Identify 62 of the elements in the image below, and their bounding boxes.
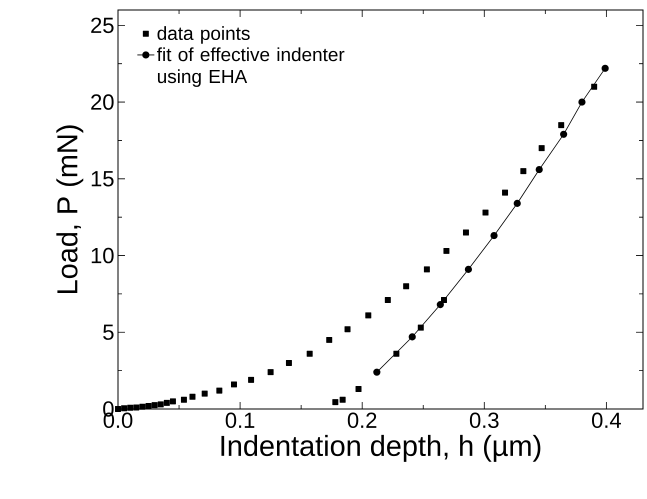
point bbox=[180, 396, 187, 403]
point bbox=[202, 390, 208, 397]
point bbox=[520, 168, 526, 174]
point bbox=[558, 122, 564, 128]
point bbox=[332, 399, 338, 406]
point bbox=[436, 301, 444, 308]
point bbox=[536, 166, 543, 174]
point bbox=[462, 230, 469, 236]
point bbox=[373, 368, 380, 376]
point bbox=[403, 283, 410, 290]
point bbox=[306, 350, 313, 357]
y-tick-label: 20 bbox=[91, 94, 114, 110]
point bbox=[393, 350, 400, 357]
point bbox=[158, 401, 164, 408]
point bbox=[248, 376, 254, 383]
point bbox=[121, 405, 128, 412]
point bbox=[408, 333, 416, 340]
point bbox=[170, 398, 176, 404]
point bbox=[538, 145, 545, 152]
y-tick-label: 5 bbox=[103, 324, 114, 340]
legend-label: data points bbox=[158, 26, 250, 44]
point bbox=[146, 402, 152, 409]
point bbox=[424, 266, 430, 272]
point bbox=[578, 98, 586, 106]
point bbox=[164, 400, 170, 406]
point bbox=[356, 386, 362, 392]
x-tick-label: 0.1 bbox=[226, 412, 254, 428]
point bbox=[189, 394, 196, 400]
point bbox=[418, 324, 424, 331]
x-axis-title: Indentation depth, h (µm) bbox=[221, 434, 540, 462]
point bbox=[216, 388, 222, 394]
point bbox=[464, 266, 472, 273]
point bbox=[560, 130, 568, 138]
point bbox=[591, 84, 598, 90]
y-axis-title: Load, P (mN) bbox=[56, 125, 84, 294]
point bbox=[514, 200, 521, 207]
point bbox=[115, 406, 121, 412]
point bbox=[340, 396, 346, 403]
point bbox=[152, 402, 158, 408]
point bbox=[326, 336, 332, 343]
x-tick-label: 0.3 bbox=[470, 412, 499, 428]
y-tick-label: 25 bbox=[91, 18, 114, 34]
point bbox=[286, 360, 292, 366]
point bbox=[441, 297, 447, 304]
legend-label: fit of effective indenter using EHA bbox=[157, 47, 344, 87]
y-tick-label: 10 bbox=[92, 248, 114, 264]
point bbox=[344, 326, 351, 332]
point bbox=[365, 312, 372, 318]
point bbox=[139, 404, 146, 410]
point bbox=[443, 248, 450, 254]
point bbox=[268, 369, 274, 376]
x-tick-label: 0.2 bbox=[348, 412, 376, 428]
point bbox=[490, 232, 498, 240]
point bbox=[384, 297, 391, 304]
y-tick-label: 15 bbox=[92, 171, 114, 186]
point bbox=[127, 404, 134, 411]
point bbox=[602, 64, 609, 72]
point bbox=[482, 210, 488, 216]
point bbox=[133, 404, 140, 410]
point bbox=[231, 381, 237, 388]
x-tick-label: 0.4 bbox=[592, 412, 621, 428]
point bbox=[502, 190, 508, 196]
